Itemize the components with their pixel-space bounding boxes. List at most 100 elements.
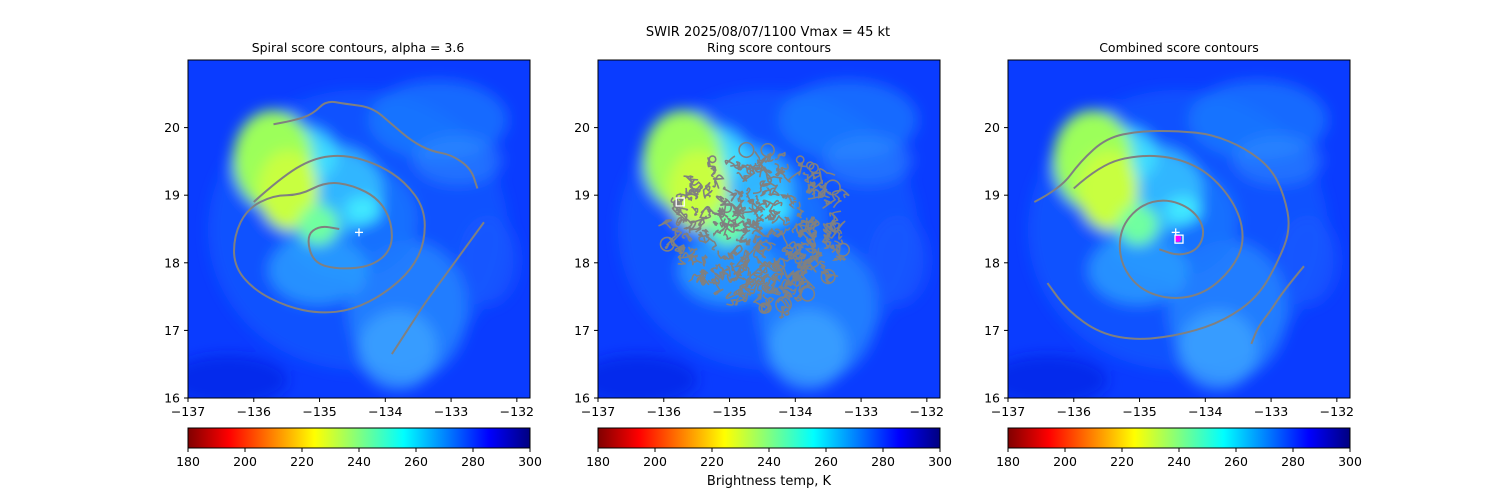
- ring-contour-segment: [798, 279, 816, 295]
- y-tick-label: 19: [984, 188, 1000, 203]
- colorbar-label: Brightness temp, K: [707, 474, 832, 489]
- y-tick-label: 20: [164, 120, 180, 135]
- ring-contour-loop: [775, 296, 792, 314]
- contour-line: [1073, 154, 1244, 299]
- ring-contour-segment: [671, 202, 688, 222]
- ring-contour-segment: [783, 279, 790, 288]
- ring-contour-segment: [701, 233, 718, 251]
- ring-contour-segment: [698, 234, 707, 244]
- ring-contour-loop: [795, 155, 805, 165]
- ring-contour-segment: [788, 200, 797, 209]
- y-tick-label: 16: [984, 391, 1000, 406]
- ring-contour-segment: [804, 218, 820, 231]
- y-tick-label: 19: [574, 188, 590, 203]
- ring-contour-segment: [747, 198, 756, 205]
- ring-contour-segment: [715, 263, 725, 271]
- ring-contour-segment: [823, 231, 836, 242]
- ring-contour-segment: [752, 164, 779, 187]
- ring-contour-segment: [836, 229, 843, 240]
- ring-contour-segment: [687, 246, 696, 253]
- x-tick-label: −137: [581, 404, 615, 419]
- contour-line: [391, 221, 485, 355]
- ring-contour-segment: [704, 189, 713, 198]
- ring-contour-segment: [736, 249, 755, 266]
- ring-contour-segment: [835, 254, 847, 262]
- ring-contour-segment: [784, 216, 791, 223]
- ring-contour-segment: [677, 252, 690, 266]
- ring-contour-segment: [691, 206, 699, 216]
- ring-contour-segment: [681, 232, 693, 242]
- ring-contour-segment: [675, 217, 683, 227]
- y-tick-label: 17: [164, 323, 180, 338]
- ring-contour-segment: [796, 212, 803, 219]
- x-axis: −137 −136 −135 −134 −133 −132: [581, 398, 944, 419]
- ring-contour-segment: [674, 205, 689, 221]
- marker-layer: [355, 228, 363, 237]
- colorbar-tick-label: 220: [1110, 454, 1134, 469]
- ring-contour-segment: [796, 246, 804, 256]
- ring-contour-segment: [717, 250, 729, 260]
- ring-contour-segment: [754, 151, 771, 163]
- x-tick-label: −133: [844, 404, 878, 419]
- ring-contour-segment: [804, 246, 823, 258]
- ring-contour-segment: [805, 186, 813, 194]
- ring-contour-segment: [774, 162, 786, 177]
- x-tick-label: −133: [1254, 404, 1288, 419]
- y-tick-label: 19: [164, 188, 180, 203]
- contour-line: [1250, 265, 1305, 345]
- ring-contour-segment: [684, 187, 693, 202]
- ring-contour-segment: [712, 290, 720, 296]
- colorbar-tick-label: 260: [814, 454, 838, 469]
- colorbar-tick-label: 280: [1281, 454, 1305, 469]
- ring-contour-segment: [741, 206, 762, 215]
- ring-contour-segment: [733, 265, 745, 276]
- best-center-marker: [1174, 234, 1182, 242]
- ring-contour-segment: [744, 277, 756, 295]
- colorbar-tick-label: 280: [461, 454, 485, 469]
- ring-contour-loop: [760, 142, 775, 158]
- ring-contour-segment: [754, 241, 768, 253]
- ring-contour-loop: [738, 141, 755, 159]
- x-tick-label: −133: [434, 404, 468, 419]
- ring-contour-loop: [835, 242, 851, 257]
- ring-contour-segment: [741, 258, 750, 272]
- x-tick-label: −136: [237, 404, 271, 419]
- ring-contour-segment: [802, 171, 814, 184]
- panel-combined: Combined score contours −137 −136 −135 −134…: [984, 40, 1354, 419]
- ring-contour-segment: [707, 278, 717, 285]
- ring-contour-segment: [818, 260, 826, 270]
- marker-layer: [1171, 228, 1184, 244]
- contour-layer: [1033, 129, 1305, 345]
- axes-frame: [187, 59, 531, 399]
- ring-contour-segment: [822, 188, 850, 209]
- axes-frame: [1007, 59, 1351, 399]
- y-axis: 16 17 18 19 20: [574, 120, 598, 406]
- colorbar-tick-label: 240: [1167, 454, 1191, 469]
- ring-contour-segment: [719, 218, 728, 233]
- ring-contour-segment: [800, 219, 817, 249]
- ring-contour-segment: [780, 298, 791, 316]
- ring-contour-segment: [755, 195, 761, 205]
- ring-contour-segment: [774, 151, 786, 161]
- colorbar-tick-label: 240: [347, 454, 371, 469]
- ring-contour-layer: [658, 141, 851, 319]
- ring-contour-segment: [713, 229, 722, 237]
- satellite-image: [988, 60, 1350, 405]
- ring-contour-segment: [726, 217, 744, 233]
- ring-contour-segment: [699, 276, 706, 285]
- ring-contour-segment: [808, 188, 816, 196]
- ring-contour-segment: [762, 261, 781, 272]
- ring-contour-segment: [743, 174, 750, 181]
- ring-contour-segment: [770, 228, 777, 237]
- ring-contour-loop: [758, 302, 770, 314]
- ring-contour-segment: [762, 272, 780, 282]
- ring-contour-segment: [698, 231, 703, 238]
- ring-contour-segment: [769, 209, 781, 221]
- ring-contour-loop: [659, 236, 675, 252]
- ring-contour-segment: [768, 184, 780, 196]
- colorbar-1: 180 200 220 240 260 280 300: [176, 427, 542, 469]
- ring-contour-segment: [664, 239, 674, 250]
- x-axis: −137 −136 −135 −134 −133 −132: [991, 398, 1354, 419]
- ring-contour-segment: [776, 264, 785, 279]
- ring-contour-segment: [826, 210, 842, 232]
